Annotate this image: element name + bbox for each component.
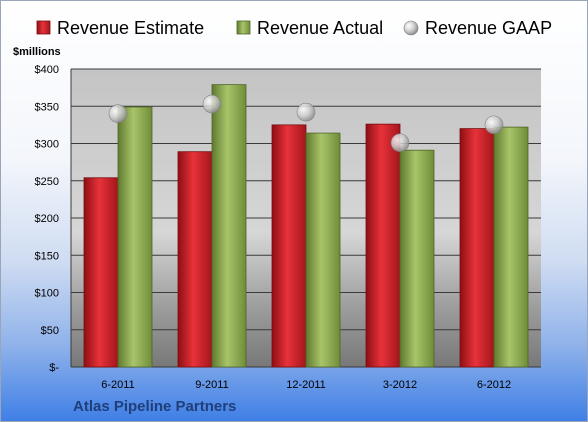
x-tick-label: 6-2012	[477, 379, 511, 391]
y-tick-label: $150	[35, 250, 59, 262]
bar-revenue-actual	[493, 126, 529, 368]
x-tick-label: 9-2011	[195, 379, 228, 391]
legend-swatch	[403, 20, 419, 36]
bar-revenue-actual	[305, 132, 341, 368]
y-unit-label: $millions	[13, 46, 61, 58]
legend-entry: Revenue Estimate	[57, 18, 204, 38]
bar-revenue-actual	[399, 149, 435, 368]
y-tick-label: $100	[35, 288, 59, 300]
marker-revenue-gaap	[296, 102, 316, 122]
y-axis: $- $50 $100 $150 $200 $250 $300 $350 $400	[35, 64, 72, 374]
x-tick-label: 3-2012	[383, 379, 417, 391]
bar-revenue-estimate	[177, 151, 213, 368]
bar-revenue-estimate	[365, 123, 401, 368]
y-tick-label: $200	[35, 213, 59, 225]
x-tick-label: 6-2011	[101, 379, 134, 391]
x-axis: 6-2011 9-2011 12-2011 3-2012 6-2012	[101, 379, 511, 391]
bar-revenue-estimate	[83, 177, 119, 368]
company-name: Atlas Pipeline Partners	[73, 398, 237, 415]
legend-swatch	[236, 20, 251, 35]
legend-entry: Revenue GAAP	[425, 18, 552, 38]
x-tick-label: 12-2011	[286, 379, 326, 391]
bar-revenue-actual	[211, 84, 247, 368]
y-tick-label: $350	[35, 101, 59, 113]
legend-swatch	[36, 20, 51, 35]
marker-revenue-gaap	[108, 104, 128, 123]
marker-revenue-gaap	[484, 115, 504, 135]
y-tick-label: $250	[35, 176, 59, 188]
y-tick-label: $-	[49, 362, 59, 374]
y-tick-label: $300	[35, 139, 59, 151]
marker-revenue-gaap	[202, 94, 222, 114]
bar-revenue-estimate	[271, 124, 307, 368]
bars	[83, 84, 529, 368]
bar-revenue-actual	[117, 106, 153, 368]
legend-entry: Revenue Actual	[257, 18, 383, 38]
marker-revenue-gaap	[390, 133, 410, 153]
y-tick-label: $50	[41, 325, 59, 337]
legend: Revenue Estimate Revenue Actual Revenue GA…	[36, 18, 552, 38]
gaap-markers	[108, 94, 504, 153]
y-tick-label: $400	[35, 64, 59, 76]
bar-revenue-estimate	[459, 128, 495, 368]
